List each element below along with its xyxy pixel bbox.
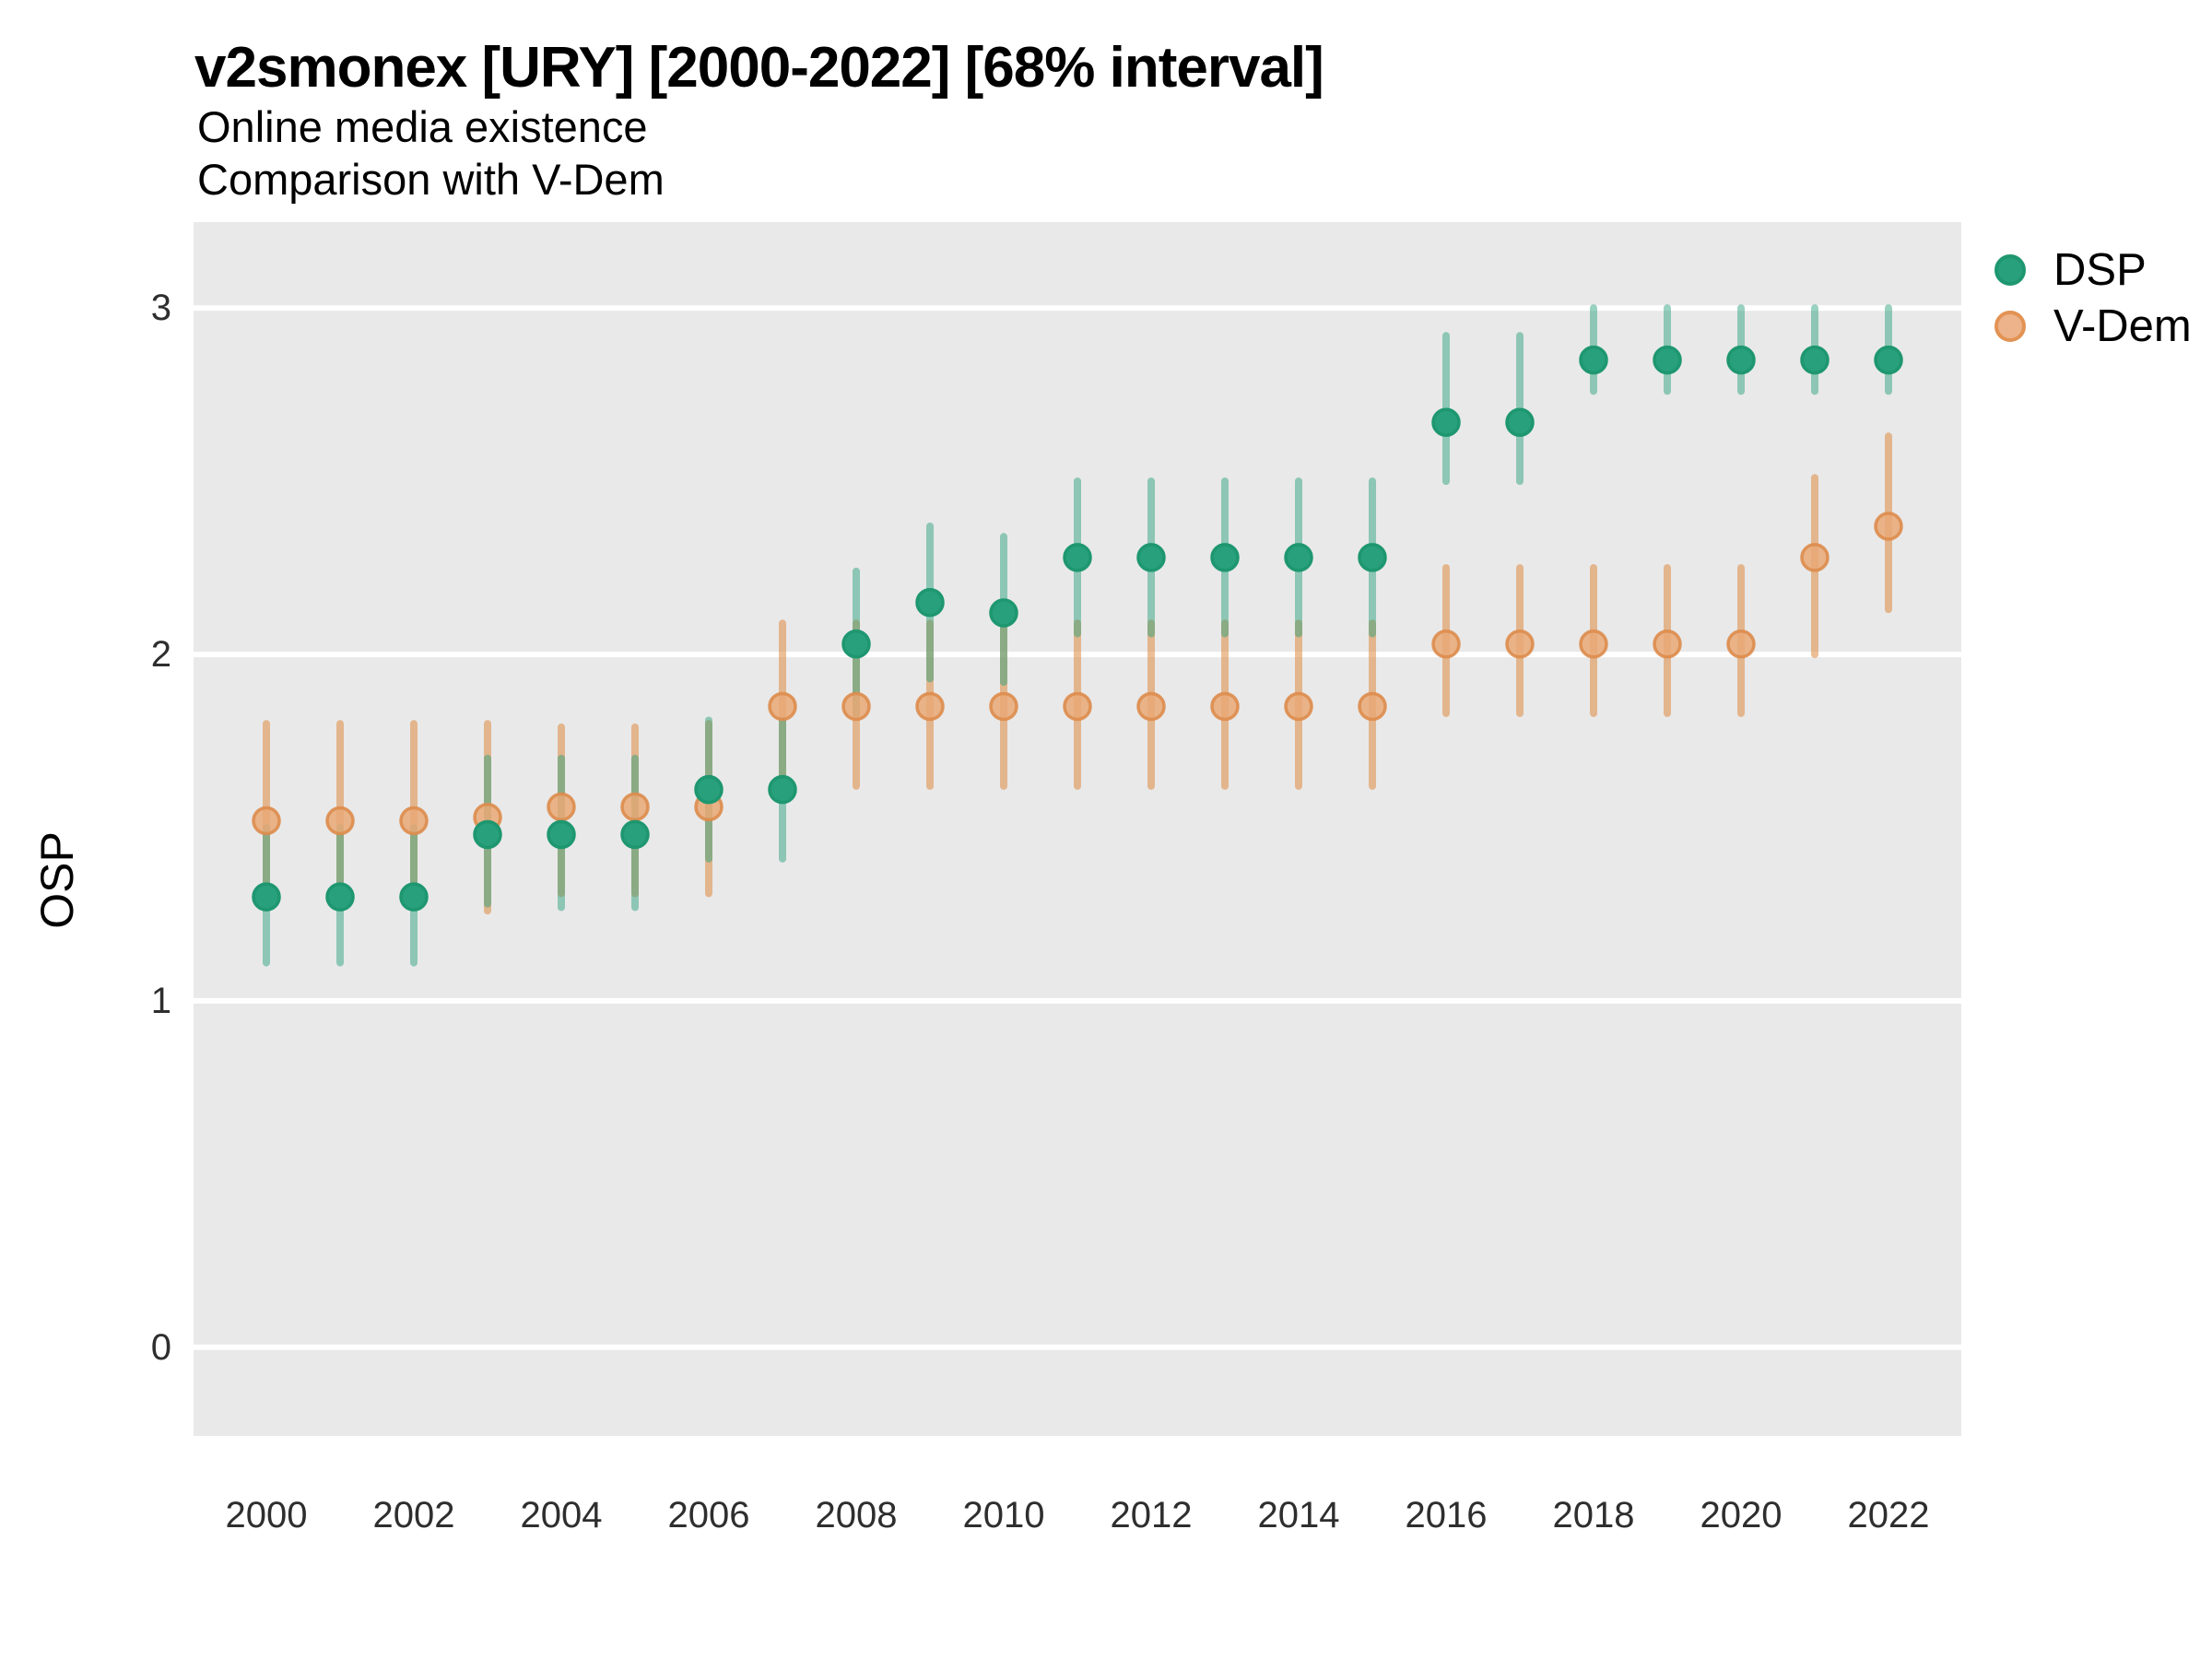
dsp-point-2000 xyxy=(252,882,281,912)
x-tick-label-2014: 2014 xyxy=(1257,1495,1340,1535)
vdem-point-2002 xyxy=(399,806,429,836)
dsp-point-2014 xyxy=(1284,543,1313,572)
pointrange-plot xyxy=(194,304,1961,1350)
vdem-point-2021 xyxy=(1800,543,1830,572)
vdem-point-2009 xyxy=(915,691,945,722)
x-tick-label-2022: 2022 xyxy=(1847,1495,1930,1535)
x-tick-label-2006: 2006 xyxy=(667,1495,750,1535)
dsp-point-2017 xyxy=(1505,407,1535,437)
x-tick-label-2002: 2002 xyxy=(372,1495,455,1535)
y-tick-label-0: 0 xyxy=(150,1326,171,1368)
dsp-point-2021 xyxy=(1800,345,1830,375)
vdem-point-2017 xyxy=(1505,629,1535,659)
dsp-point-2016 xyxy=(1431,407,1461,437)
vdem-point-2013 xyxy=(1210,691,1240,722)
dsp-point-2018 xyxy=(1579,345,1608,375)
dsp-point-2013 xyxy=(1210,543,1240,572)
x-tick-label-2010: 2010 xyxy=(962,1495,1045,1535)
vdem-point-2011 xyxy=(1063,691,1092,722)
dsp-point-2010 xyxy=(989,598,1018,628)
y-tick-label-2: 2 xyxy=(150,634,171,676)
vdem-point-2012 xyxy=(1136,691,1166,722)
x-tick-label-2018: 2018 xyxy=(1552,1495,1635,1535)
dsp-point-2001 xyxy=(325,882,355,912)
dsp-point-2004 xyxy=(547,819,576,850)
dsp-point-2020 xyxy=(1726,345,1756,375)
dsp-point-2019 xyxy=(1653,345,1682,375)
x-tick-label-2020: 2020 xyxy=(1700,1495,1783,1535)
dsp-legend-marker-icon xyxy=(1994,254,2026,286)
chart-subtitle-2: Comparison with V-Dem xyxy=(197,155,665,204)
plot-panel xyxy=(194,222,1961,1436)
dsp-point-2005 xyxy=(620,819,650,850)
legend-label-vdem: V-Dem xyxy=(2053,301,2192,351)
x-tick-label-2008: 2008 xyxy=(815,1495,898,1535)
dsp-point-2011 xyxy=(1063,543,1092,572)
dsp-point-2003 xyxy=(473,819,502,850)
vdem-point-2022 xyxy=(1874,512,1903,541)
dsp-point-2009 xyxy=(915,587,945,618)
vdem-point-2015 xyxy=(1358,691,1387,722)
vdem-point-2001 xyxy=(325,806,355,836)
vdem-point-2008 xyxy=(841,691,871,722)
vdem-point-2007 xyxy=(768,691,797,722)
dsp-point-2007 xyxy=(768,774,797,805)
x-tick-label-2000: 2000 xyxy=(225,1495,308,1535)
dsp-point-2002 xyxy=(399,882,429,912)
vdem-point-2005 xyxy=(620,792,650,822)
vdem-point-2019 xyxy=(1653,629,1682,659)
dsp-point-2012 xyxy=(1136,543,1166,572)
chart-subtitle: Online media existence xyxy=(197,102,648,151)
vdem-legend-marker-icon xyxy=(1994,311,2026,342)
chart-title: v2smonex [URY] [2000-2022] [68% interval… xyxy=(194,36,1324,100)
dsp-point-2022 xyxy=(1874,345,1903,375)
y-tick-label-3: 3 xyxy=(150,288,171,329)
vdem-point-2004 xyxy=(547,792,576,822)
vdem-point-2000 xyxy=(252,806,281,836)
dsp-point-2008 xyxy=(841,629,871,659)
y-tick-label-1: 1 xyxy=(150,980,171,1021)
legend-label-dsp: DSP xyxy=(2053,245,2147,295)
dsp-point-2015 xyxy=(1358,543,1387,572)
y-axis-label: OSP xyxy=(31,831,83,929)
vdem-point-2016 xyxy=(1431,629,1461,659)
vdem-point-2014 xyxy=(1284,691,1313,722)
vdem-point-2018 xyxy=(1579,629,1608,659)
x-tick-label-2012: 2012 xyxy=(1110,1495,1193,1535)
vdem-point-2020 xyxy=(1726,629,1756,659)
vdem-point-2010 xyxy=(989,691,1018,722)
x-tick-label-2016: 2016 xyxy=(1405,1495,1488,1535)
dsp-point-2006 xyxy=(694,774,724,805)
x-tick-label-2004: 2004 xyxy=(520,1495,603,1535)
